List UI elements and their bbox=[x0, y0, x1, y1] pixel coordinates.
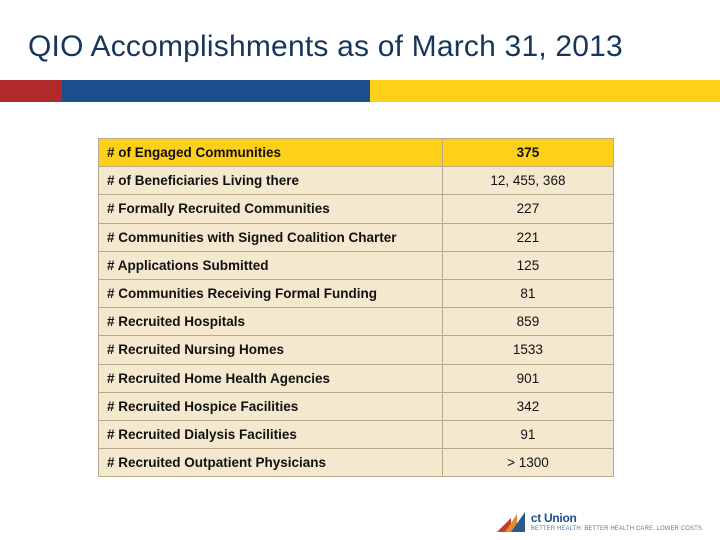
table-cell-label: # Communities with Signed Coalition Char… bbox=[99, 223, 443, 251]
table-row: # Communities Receiving Formal Funding 8… bbox=[99, 279, 614, 307]
table-row: # of Engaged Communities 375 bbox=[99, 139, 614, 167]
table-cell-value: > 1300 bbox=[442, 449, 613, 477]
table-cell-label: # Applications Submitted bbox=[99, 251, 443, 279]
table-cell-label: # Recruited Dialysis Facilities bbox=[99, 420, 443, 448]
logo-brand: ct Union bbox=[531, 512, 702, 524]
accent-bar-blue bbox=[62, 80, 370, 102]
accent-bar-yellow bbox=[370, 80, 720, 102]
page-title: QIO Accomplishments as of March 31, 2013 bbox=[28, 30, 623, 64]
table-cell-value: 901 bbox=[442, 364, 613, 392]
table-cell-value: 227 bbox=[442, 195, 613, 223]
table-cell-label: # Recruited Hospice Facilities bbox=[99, 392, 443, 420]
table-row: # Recruited Nursing Homes 1533 bbox=[99, 336, 614, 364]
table-cell-value: 125 bbox=[442, 251, 613, 279]
table-cell-label: # Formally Recruited Communities bbox=[99, 195, 443, 223]
logo-icon bbox=[497, 512, 525, 532]
table-row: # Applications Submitted 125 bbox=[99, 251, 614, 279]
table-row: # Formally Recruited Communities 227 bbox=[99, 195, 614, 223]
table-cell-label: # of Beneficiaries Living there bbox=[99, 167, 443, 195]
accent-bar-red bbox=[0, 80, 62, 102]
table-row: # Communities with Signed Coalition Char… bbox=[99, 223, 614, 251]
logo-text: ct Union BETTER HEALTH. BETTER HEALTH CA… bbox=[531, 512, 702, 532]
logo-tagline: BETTER HEALTH. BETTER HEALTH CARE. LOWER… bbox=[531, 526, 702, 532]
footer-logo: ct Union BETTER HEALTH. BETTER HEALTH CA… bbox=[497, 512, 702, 532]
table-cell-label: # Recruited Home Health Agencies bbox=[99, 364, 443, 392]
table-cell-value: 375 bbox=[442, 139, 613, 167]
table-cell-label: # Recruited Nursing Homes bbox=[99, 336, 443, 364]
table-row: # Recruited Dialysis Facilities 91 bbox=[99, 420, 614, 448]
table-cell-label: # Recruited Outpatient Physicians bbox=[99, 449, 443, 477]
table-row: # of Beneficiaries Living there 12, 455,… bbox=[99, 167, 614, 195]
slide: QIO Accomplishments as of March 31, 2013… bbox=[0, 0, 720, 540]
table-cell-value: 221 bbox=[442, 223, 613, 251]
table-row: # Recruited Outpatient Physicians > 1300 bbox=[99, 449, 614, 477]
table-row: # Recruited Hospice Facilities 342 bbox=[99, 392, 614, 420]
table-cell-value: 859 bbox=[442, 308, 613, 336]
table-cell-value: 91 bbox=[442, 420, 613, 448]
accomplishments-table: # of Engaged Communities 375 # of Benefi… bbox=[98, 138, 614, 477]
table-row: # Recruited Home Health Agencies 901 bbox=[99, 364, 614, 392]
table-cell-label: # Recruited Hospitals bbox=[99, 308, 443, 336]
accent-bar bbox=[0, 80, 720, 102]
table-cell-value: 12, 455, 368 bbox=[442, 167, 613, 195]
table-cell-value: 342 bbox=[442, 392, 613, 420]
table-cell-value: 81 bbox=[442, 279, 613, 307]
table-cell-value: 1533 bbox=[442, 336, 613, 364]
table-row: # Recruited Hospitals 859 bbox=[99, 308, 614, 336]
table-cell-label: # Communities Receiving Formal Funding bbox=[99, 279, 443, 307]
table-cell-label: # of Engaged Communities bbox=[99, 139, 443, 167]
